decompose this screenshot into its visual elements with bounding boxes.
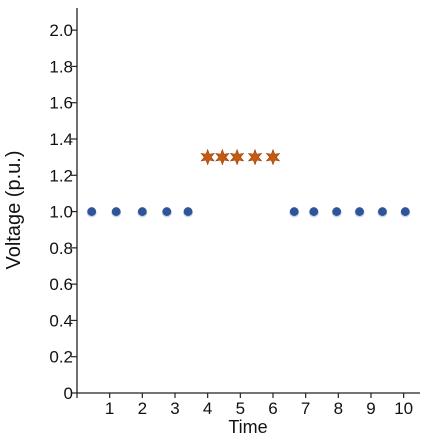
star-data-point (265, 148, 281, 166)
y-axis: 0 0.2 0.4 0.6 0.8 1.0 1.2 1.4 1.6 1.8 2.0 (49, 8, 78, 403)
circle-data-point (332, 207, 342, 216)
x-tick-label: 10 (394, 399, 413, 418)
y-tick-label: 1.8 (49, 57, 73, 76)
y-tick-label: 0.4 (49, 311, 73, 330)
circle-data-point (355, 207, 364, 216)
circle-data-point (378, 207, 387, 216)
x-tick-label: 2 (138, 399, 147, 418)
circle-data-point (183, 207, 193, 216)
x-tick-label: 3 (170, 399, 179, 418)
y-tick-label: 2.0 (49, 21, 73, 40)
y-tick-label: 0.2 (49, 348, 73, 367)
circle-data-point (87, 207, 97, 216)
y-tick-label: 1.0 (49, 203, 73, 222)
data-points (86, 148, 411, 218)
star-data-point (215, 148, 230, 166)
star-data-point (247, 148, 263, 166)
star-data-point (229, 148, 245, 166)
x-tick-label: 6 (268, 399, 277, 418)
y-tick-label: 0.6 (49, 275, 73, 294)
circle-data-point (162, 207, 172, 216)
y-tick-label: 0.8 (49, 239, 73, 258)
y-tick-label: 1.4 (49, 130, 73, 149)
x-tick-label: 9 (366, 399, 375, 418)
circle-data-point (309, 207, 319, 216)
y-axis-title: Voltage (p.u.) (3, 151, 25, 270)
circle-data-point (111, 207, 121, 216)
y-tick-label: 1.2 (49, 166, 73, 185)
x-tick-label: 4 (203, 399, 212, 418)
circle-data-point (400, 207, 410, 216)
x-axis-title: Time (228, 417, 267, 437)
y-tick-label: 0 (64, 384, 73, 403)
x-tick-label: 5 (236, 399, 245, 418)
x-tick-label: 7 (301, 399, 310, 418)
circle-data-point (137, 207, 147, 216)
x-tick-label: 8 (334, 399, 343, 418)
y-tick-label: 1.6 (49, 94, 73, 113)
circle-data-point (289, 207, 299, 216)
x-tick-label: 1 (105, 399, 114, 418)
star-data-point (200, 148, 215, 166)
x-axis: 1 2 3 4 5 6 7 8 9 10 (76, 392, 420, 418)
